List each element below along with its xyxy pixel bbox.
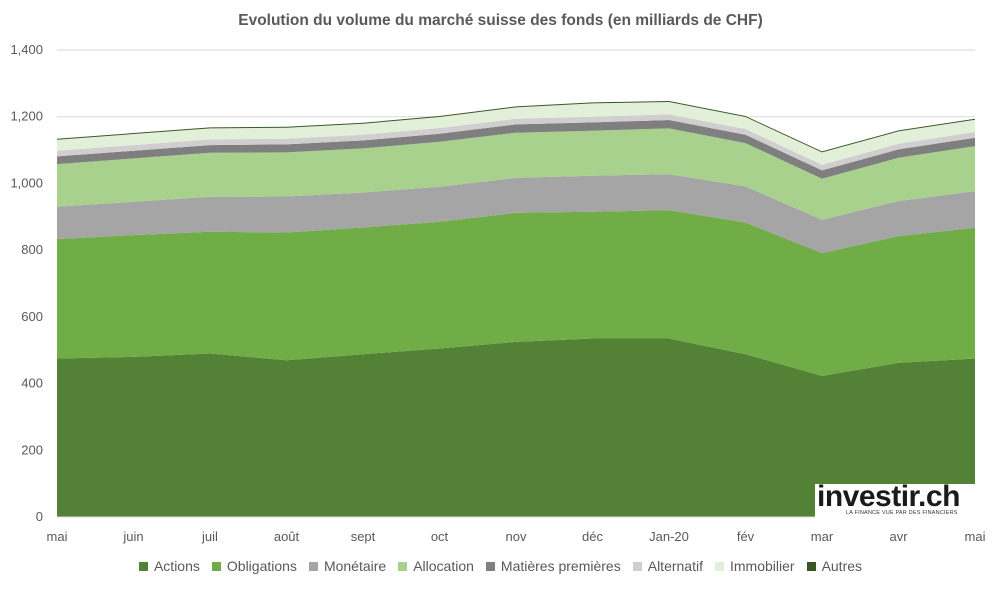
legend-label: Monétaire [323,558,387,574]
legend-swatch [485,561,495,571]
y-tick-label: 1,000 [10,175,43,190]
legend-label: Matières premières [500,558,621,574]
area-series [57,101,975,517]
legend-swatch [308,561,318,571]
y-axis: 0 200 400 600 800 1,000 1,200 1,400 [10,42,43,524]
x-tick-label: mai [965,529,986,544]
x-tick-label: mai [47,529,68,544]
legend-swatch [211,561,221,571]
x-tick-label: Jan-20 [649,529,689,544]
legend-label: Alternatif [647,558,703,574]
legend-swatch [714,561,724,571]
x-tick-label: sept [351,529,376,544]
x-tick-label: oct [431,529,449,544]
x-tick-label: déc [582,529,603,544]
legend-item: Matières premières [485,558,621,574]
y-tick-label: 400 [21,376,43,391]
logo-brand-text: investir.ch [817,480,960,513]
x-tick-label: juin [122,529,143,544]
x-axis: mai juin juil août sept oct nov déc Jan-20 fév mar… [47,516,986,544]
legend: Actions Obligations Monétaire Allocation Mat… [0,558,1001,574]
legend-swatch [138,561,148,571]
y-tick-label: 600 [21,309,43,324]
legend-item: Allocation [398,558,474,574]
y-tick-label: 200 [21,442,43,457]
y-tick-label: 800 [21,242,43,257]
area-immobilier [57,102,975,165]
legend-label: Allocation [413,558,474,574]
area-obligations [57,210,975,376]
y-tick-label: 1,400 [10,42,43,57]
area-mati-res-premi-res [57,120,975,179]
x-tick-label: avr [889,529,908,544]
x-tick-label: mar [811,529,834,544]
legend-item: Immobilier [714,558,795,574]
area-actions [57,338,975,517]
area-mon-taire [57,174,975,254]
x-tick-label: fév [737,529,755,544]
y-tick-label: 1,200 [10,109,43,124]
area-alternatif [57,114,975,171]
x-tick-label: août [274,529,300,544]
legend-swatch [806,561,816,571]
legend-item: Autres [806,558,863,574]
legend-label: Immobilier [729,558,795,574]
x-tick-label: juil [201,529,218,544]
area-allocation [57,128,975,220]
legend-label: Obligations [226,558,297,574]
investir-logo: investir.ch LA FINANCE VUE PAR DES FINAN… [815,480,975,518]
y-tick-label: 0 [36,509,43,524]
legend-item: Alternatif [632,558,703,574]
chart-title: Evolution du volume du marché suisse des… [238,12,763,29]
legend-label: Actions [153,558,200,574]
legend-swatch [398,561,408,571]
legend-item: Actions [138,558,200,574]
legend-swatch [632,561,642,571]
x-tick-label: nov [506,529,527,544]
legend-item: Monétaire [308,558,387,574]
legend-label: Autres [821,558,863,574]
logo-tagline: LA FINANCE VUE PAR DES FINANCIERS [846,510,958,516]
legend-item: Obligations [211,558,297,574]
